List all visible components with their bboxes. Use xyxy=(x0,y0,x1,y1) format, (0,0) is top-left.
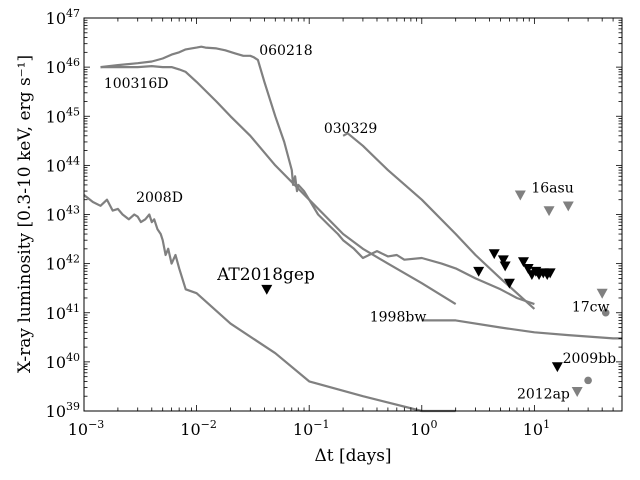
series-line-060218 xyxy=(100,45,535,306)
x-axis-label: Δt [days] xyxy=(314,446,391,466)
y-tick-label-4: 1043 xyxy=(46,204,80,225)
y-tick-label-0: 1039 xyxy=(46,400,80,421)
detection-marker-7 xyxy=(522,263,534,274)
detection-marker-4 xyxy=(499,261,511,272)
detection-marker-6 xyxy=(517,257,529,268)
detection-marker-5 xyxy=(503,278,515,289)
y-tick-label-6: 1045 xyxy=(46,105,80,126)
series-line-2008D xyxy=(83,194,456,413)
detection-marker-1 xyxy=(473,266,485,277)
marker-17cw-limit-0 xyxy=(596,288,608,299)
y-tick-label-7: 1046 xyxy=(46,56,80,77)
y-tick-label-1: 1040 xyxy=(46,351,80,372)
annotation-060218: 060218 xyxy=(259,43,312,59)
plot-area xyxy=(84,18,622,411)
annotation-AT2018gep: AT2018gep xyxy=(216,265,315,285)
marker-2009bb-0 xyxy=(551,362,563,373)
tick-labels-layer: 10−3 10−2 10−1 100 101 1039 1040 1041 1042 1043 10… xyxy=(46,7,550,439)
y-tick-label-8: 1047 xyxy=(46,7,80,28)
series-line-1998bw xyxy=(421,319,622,340)
marker-2012ap-0 xyxy=(584,376,592,385)
detection-marker-2 xyxy=(488,249,500,260)
x-tick-label-1: 10−2 xyxy=(180,418,217,439)
annotation-16asu: 16asu xyxy=(531,181,573,197)
series-line-030329 xyxy=(342,132,536,310)
annotation-030329: 030329 xyxy=(324,121,377,137)
ticks-layer xyxy=(83,17,623,412)
annotation-100316D: 100316D xyxy=(104,76,169,92)
series-line-100316D xyxy=(100,64,457,306)
y-tick-label-2: 1041 xyxy=(46,302,80,323)
y-tick-label-5: 1044 xyxy=(46,154,80,175)
x-tick-label-4: 101 xyxy=(523,418,550,439)
x-tick-label-3: 100 xyxy=(410,418,437,439)
marker-17cw-0 xyxy=(601,308,610,317)
detection-marker-13 xyxy=(544,268,556,279)
curves-layer xyxy=(83,45,622,413)
marker-2012ap-limit-0 xyxy=(571,387,583,397)
detection-marker-3 xyxy=(497,255,509,266)
y-tick-label-3: 1042 xyxy=(46,253,80,274)
markers-layer xyxy=(261,190,610,397)
annotation-2009bb: 2009bb xyxy=(563,351,617,367)
marker-16asu-0 xyxy=(514,190,526,201)
y-axis-label: X-ray luminosity [0.3-10 keV, erg s⁻¹] xyxy=(15,55,35,373)
detection-marker-0 xyxy=(261,284,273,295)
annotation-1998bw: 1998bw xyxy=(370,309,427,325)
annotation-2008D: 2008D xyxy=(136,190,183,206)
marker-16asu-2 xyxy=(562,201,574,212)
marker-16asu-1 xyxy=(543,206,555,217)
x-tick-label-2: 10−1 xyxy=(293,418,330,439)
x-tick-label-0: 10−3 xyxy=(68,418,105,439)
annotation-17cw: 17cw xyxy=(572,300,610,316)
annotations-layer: 060218 100316D 030329 16asu 2008D AT2018gep 17… xyxy=(104,43,616,402)
annotation-2012ap: 2012ap xyxy=(517,386,570,402)
